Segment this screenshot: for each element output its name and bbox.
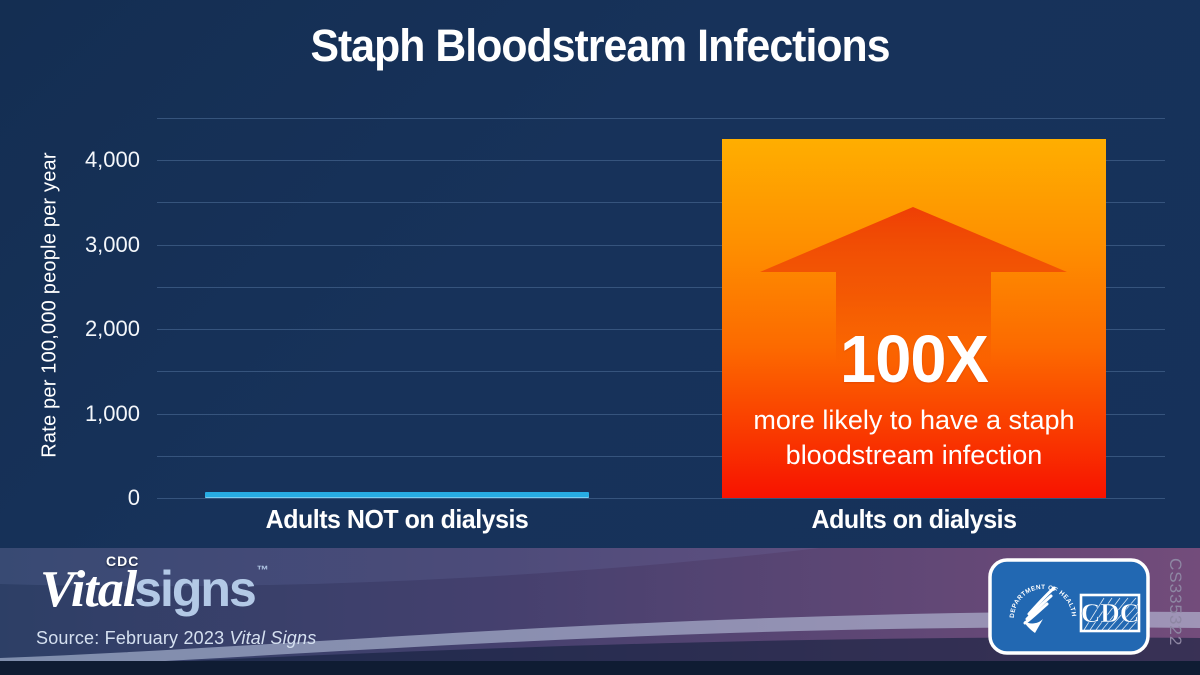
footer-band: Vital signs ™ CDC Source: February 2023 … xyxy=(0,548,1200,675)
source-prefix: Source: February 2023 xyxy=(36,628,230,648)
gridline xyxy=(157,118,1165,119)
gridline xyxy=(157,371,1165,373)
up-arrow-icon xyxy=(760,207,1067,365)
gridline xyxy=(157,498,1165,499)
page-title: Staph Bloodstream Infections xyxy=(310,20,890,71)
source-publication: Vital Signs xyxy=(229,628,317,648)
category-label-not-dialysis: Adults NOT on dialysis xyxy=(265,504,529,534)
multiplier-label: 100X xyxy=(840,322,989,398)
gridline xyxy=(157,329,1165,331)
hhs-eagle-icon xyxy=(1023,586,1056,625)
bar-annotation: 100X more likely to have a staph bloodst… xyxy=(722,326,1106,473)
document-number: CS335322 xyxy=(1166,558,1185,647)
annotation-line-2: bloodstream infection xyxy=(785,440,1043,471)
gridline xyxy=(157,244,1165,246)
bar-adults-on-dialysis: 100X more likely to have a staph bloodst… xyxy=(722,139,1106,498)
vitalsigns-logo-signs: signs xyxy=(134,561,257,617)
y-tick-label: 1,000 xyxy=(84,400,140,426)
source-citation: Source: February 2023 Vital Signs xyxy=(36,628,316,649)
hhs-cdc-logo-badge: DEPARTMENT OF HEALTH & HUMAN SERVICES • … xyxy=(988,558,1150,655)
trademark-symbol: ™ xyxy=(256,563,269,577)
gridline xyxy=(157,160,1165,162)
annotation-line-1: more likely to have a staph xyxy=(753,405,1075,436)
vitalsigns-logo: Vital signs ™ CDC xyxy=(40,553,269,618)
y-tick-label: 4,000 xyxy=(84,147,140,173)
y-tick-label: 0 xyxy=(127,485,140,510)
gridline xyxy=(157,202,1165,204)
category-label-dialysis: Adults on dialysis xyxy=(811,504,1017,534)
cdc-logo-text: CDC xyxy=(1081,598,1140,628)
gridline xyxy=(157,413,1165,415)
gridline xyxy=(157,455,1165,457)
cdc-small-label: CDC xyxy=(106,553,140,569)
bar-adults-not-on-dialysis xyxy=(205,492,589,498)
y-tick-label: 3,000 xyxy=(84,231,140,257)
cdc-logo-box: CDC xyxy=(1079,593,1141,633)
gridline xyxy=(157,286,1165,288)
y-tick-label: 2,000 xyxy=(84,316,140,342)
bar-chart: Rate per 100,000 people per year 100X mo… xyxy=(84,118,1165,534)
hhs-eagle-tail xyxy=(1024,619,1043,633)
vitalsigns-logo-vital: Vital xyxy=(40,561,137,618)
